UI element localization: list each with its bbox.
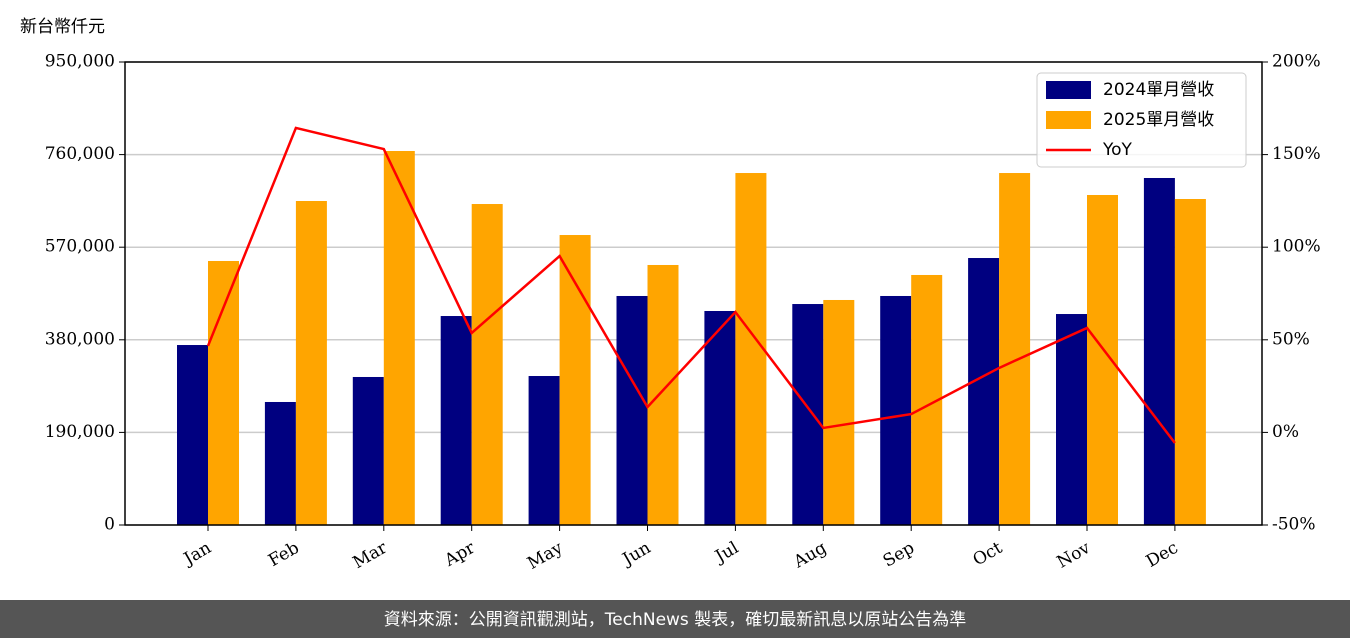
x-tick-label: Feb	[265, 538, 303, 571]
legend-swatch	[1046, 111, 1091, 129]
x-tick-label: May	[524, 538, 567, 574]
x-tick-label: Dec	[1143, 538, 1182, 572]
y2-tick-label: -50%	[1272, 515, 1316, 535]
bar	[352, 376, 384, 525]
y2-tick-label: 50%	[1272, 329, 1310, 349]
plot-frame	[124, 61, 1263, 526]
bar	[880, 295, 912, 525]
y-axis-label: 新台幣仟元	[20, 17, 105, 37]
y-tick-label: 950,000	[45, 52, 115, 72]
bar	[616, 295, 648, 525]
y-tick-label: 380,000	[45, 329, 115, 349]
legend-label: YoY	[1102, 140, 1133, 160]
bar	[528, 376, 560, 525]
y2-tick-label: 150%	[1272, 144, 1321, 164]
bar	[999, 173, 1031, 525]
x-tick-label: Oct	[970, 538, 1006, 571]
y2-tick-label: 100%	[1272, 237, 1321, 257]
footer-bar	[0, 600, 1350, 638]
x-tick-label: Aug	[790, 538, 831, 573]
x-tick-label: Jul	[710, 538, 742, 568]
x-tick-label: Jan	[179, 538, 215, 570]
x-tick-label: Apr	[440, 537, 479, 571]
legend-label: 2025單月營收	[1103, 110, 1214, 130]
y2-tick-label: 200%	[1272, 52, 1321, 72]
bar	[1087, 195, 1118, 525]
bar	[383, 150, 415, 525]
bar	[704, 310, 736, 525]
footer: 資料來源：公開資訊觀測站，TechNews 製表，確切最新訊息以原站公告為準	[384, 610, 966, 630]
bar	[792, 304, 824, 525]
y-tick-label: 570,000	[45, 237, 115, 257]
x-tick-label: Jun	[618, 538, 655, 571]
y-tick-label: 190,000	[45, 422, 115, 442]
bar	[208, 260, 239, 525]
legend-swatch	[1046, 81, 1091, 99]
bar	[559, 235, 591, 525]
bar	[1174, 198, 1206, 525]
bar	[968, 258, 1000, 525]
bar	[471, 204, 503, 525]
x-tick-label: Sep	[880, 538, 918, 572]
y-tick-label: 0	[104, 515, 115, 535]
bar	[264, 401, 296, 525]
y-tick-label: 760,000	[45, 144, 115, 164]
bar	[1056, 314, 1087, 525]
y2-tick-label: 0%	[1272, 422, 1299, 442]
bar	[823, 299, 855, 525]
bar	[1143, 177, 1175, 525]
bar	[647, 264, 679, 525]
legend-label: 2024單月營收	[1103, 80, 1214, 100]
bar	[735, 173, 767, 525]
line	[206, 126, 1176, 444]
bar	[295, 200, 327, 525]
x-tick-label: Mar	[350, 537, 392, 573]
bar	[440, 316, 472, 525]
x-tick-label: Nov	[1054, 538, 1094, 573]
bar	[177, 345, 208, 525]
